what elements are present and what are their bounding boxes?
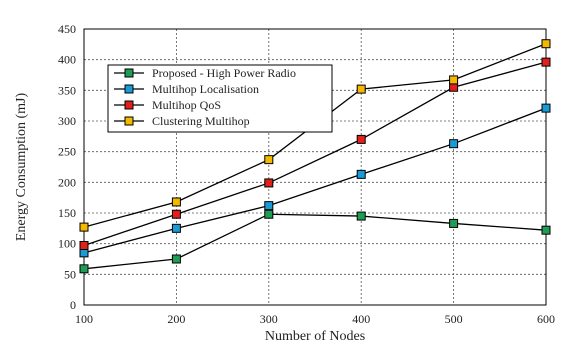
y-axis-label: Energy Consumption (mJ)	[14, 93, 29, 242]
data-point	[356, 169, 366, 179]
data-point	[79, 248, 89, 258]
series-0	[79, 209, 551, 274]
data-point	[449, 139, 459, 149]
y-tick-label: 50	[64, 267, 76, 281]
y-tick-label: 100	[58, 237, 76, 251]
legend-marker	[124, 68, 134, 78]
data-point	[449, 218, 459, 228]
series-1	[79, 103, 551, 258]
data-point	[449, 75, 459, 85]
y-axis-ticks: 0 50 100 150 200 250 300 350 400 450	[58, 22, 76, 312]
x-tick-label: 200	[167, 312, 185, 326]
legend-item-label: Proposed - High Power Radio	[152, 66, 296, 80]
x-axis-ticks: 100 200 300 400 500 600	[75, 312, 555, 326]
data-point	[264, 201, 274, 211]
x-axis-label: Number of Nodes	[265, 329, 365, 343]
y-tick-label: 300	[58, 114, 76, 128]
series-lines	[79, 39, 551, 274]
data-point	[541, 103, 551, 113]
data-point	[356, 211, 366, 221]
x-tick-label: 500	[445, 312, 463, 326]
x-tick-label: 400	[352, 312, 370, 326]
legend-marker	[124, 84, 134, 94]
data-point	[79, 222, 89, 232]
legend-marker	[124, 100, 134, 110]
data-point	[541, 57, 551, 67]
y-tick-label: 450	[58, 22, 76, 36]
series-2	[79, 57, 551, 251]
y-tick-label: 0	[70, 298, 76, 312]
data-point	[79, 241, 89, 251]
legend: Proposed - High Power Radio Multihop Loca…	[107, 64, 333, 133]
y-tick-label: 350	[58, 83, 76, 97]
legend-item-label: Multihop QoS	[152, 98, 221, 112]
y-tick-label: 150	[58, 206, 76, 220]
series-line	[83, 213, 547, 270]
y-tick-label: 200	[58, 175, 76, 189]
data-point	[264, 209, 274, 219]
data-point	[356, 134, 366, 144]
data-point	[264, 178, 274, 188]
legend-marker	[124, 116, 134, 126]
data-point	[171, 254, 181, 264]
data-point	[541, 39, 551, 49]
x-tick-label: 600	[537, 312, 555, 326]
data-point	[79, 264, 89, 274]
data-point	[264, 155, 274, 165]
plot-area-frame	[83, 28, 547, 306]
x-tick-label: 300	[260, 312, 278, 326]
series-line	[83, 61, 547, 247]
y-tick-label: 250	[58, 145, 76, 159]
series-line	[83, 107, 547, 254]
legend-item-label: Clustering Multihop	[152, 114, 250, 128]
y-tick-label: 400	[58, 53, 76, 67]
data-point	[171, 209, 181, 219]
data-point	[449, 82, 459, 92]
data-point	[541, 225, 551, 235]
legend-item-label: Multihop Localisation	[152, 82, 259, 96]
x-tick-label: 100	[75, 312, 93, 326]
data-point	[356, 84, 366, 94]
legend-box	[107, 64, 333, 133]
data-point	[171, 223, 181, 233]
data-point	[171, 197, 181, 207]
